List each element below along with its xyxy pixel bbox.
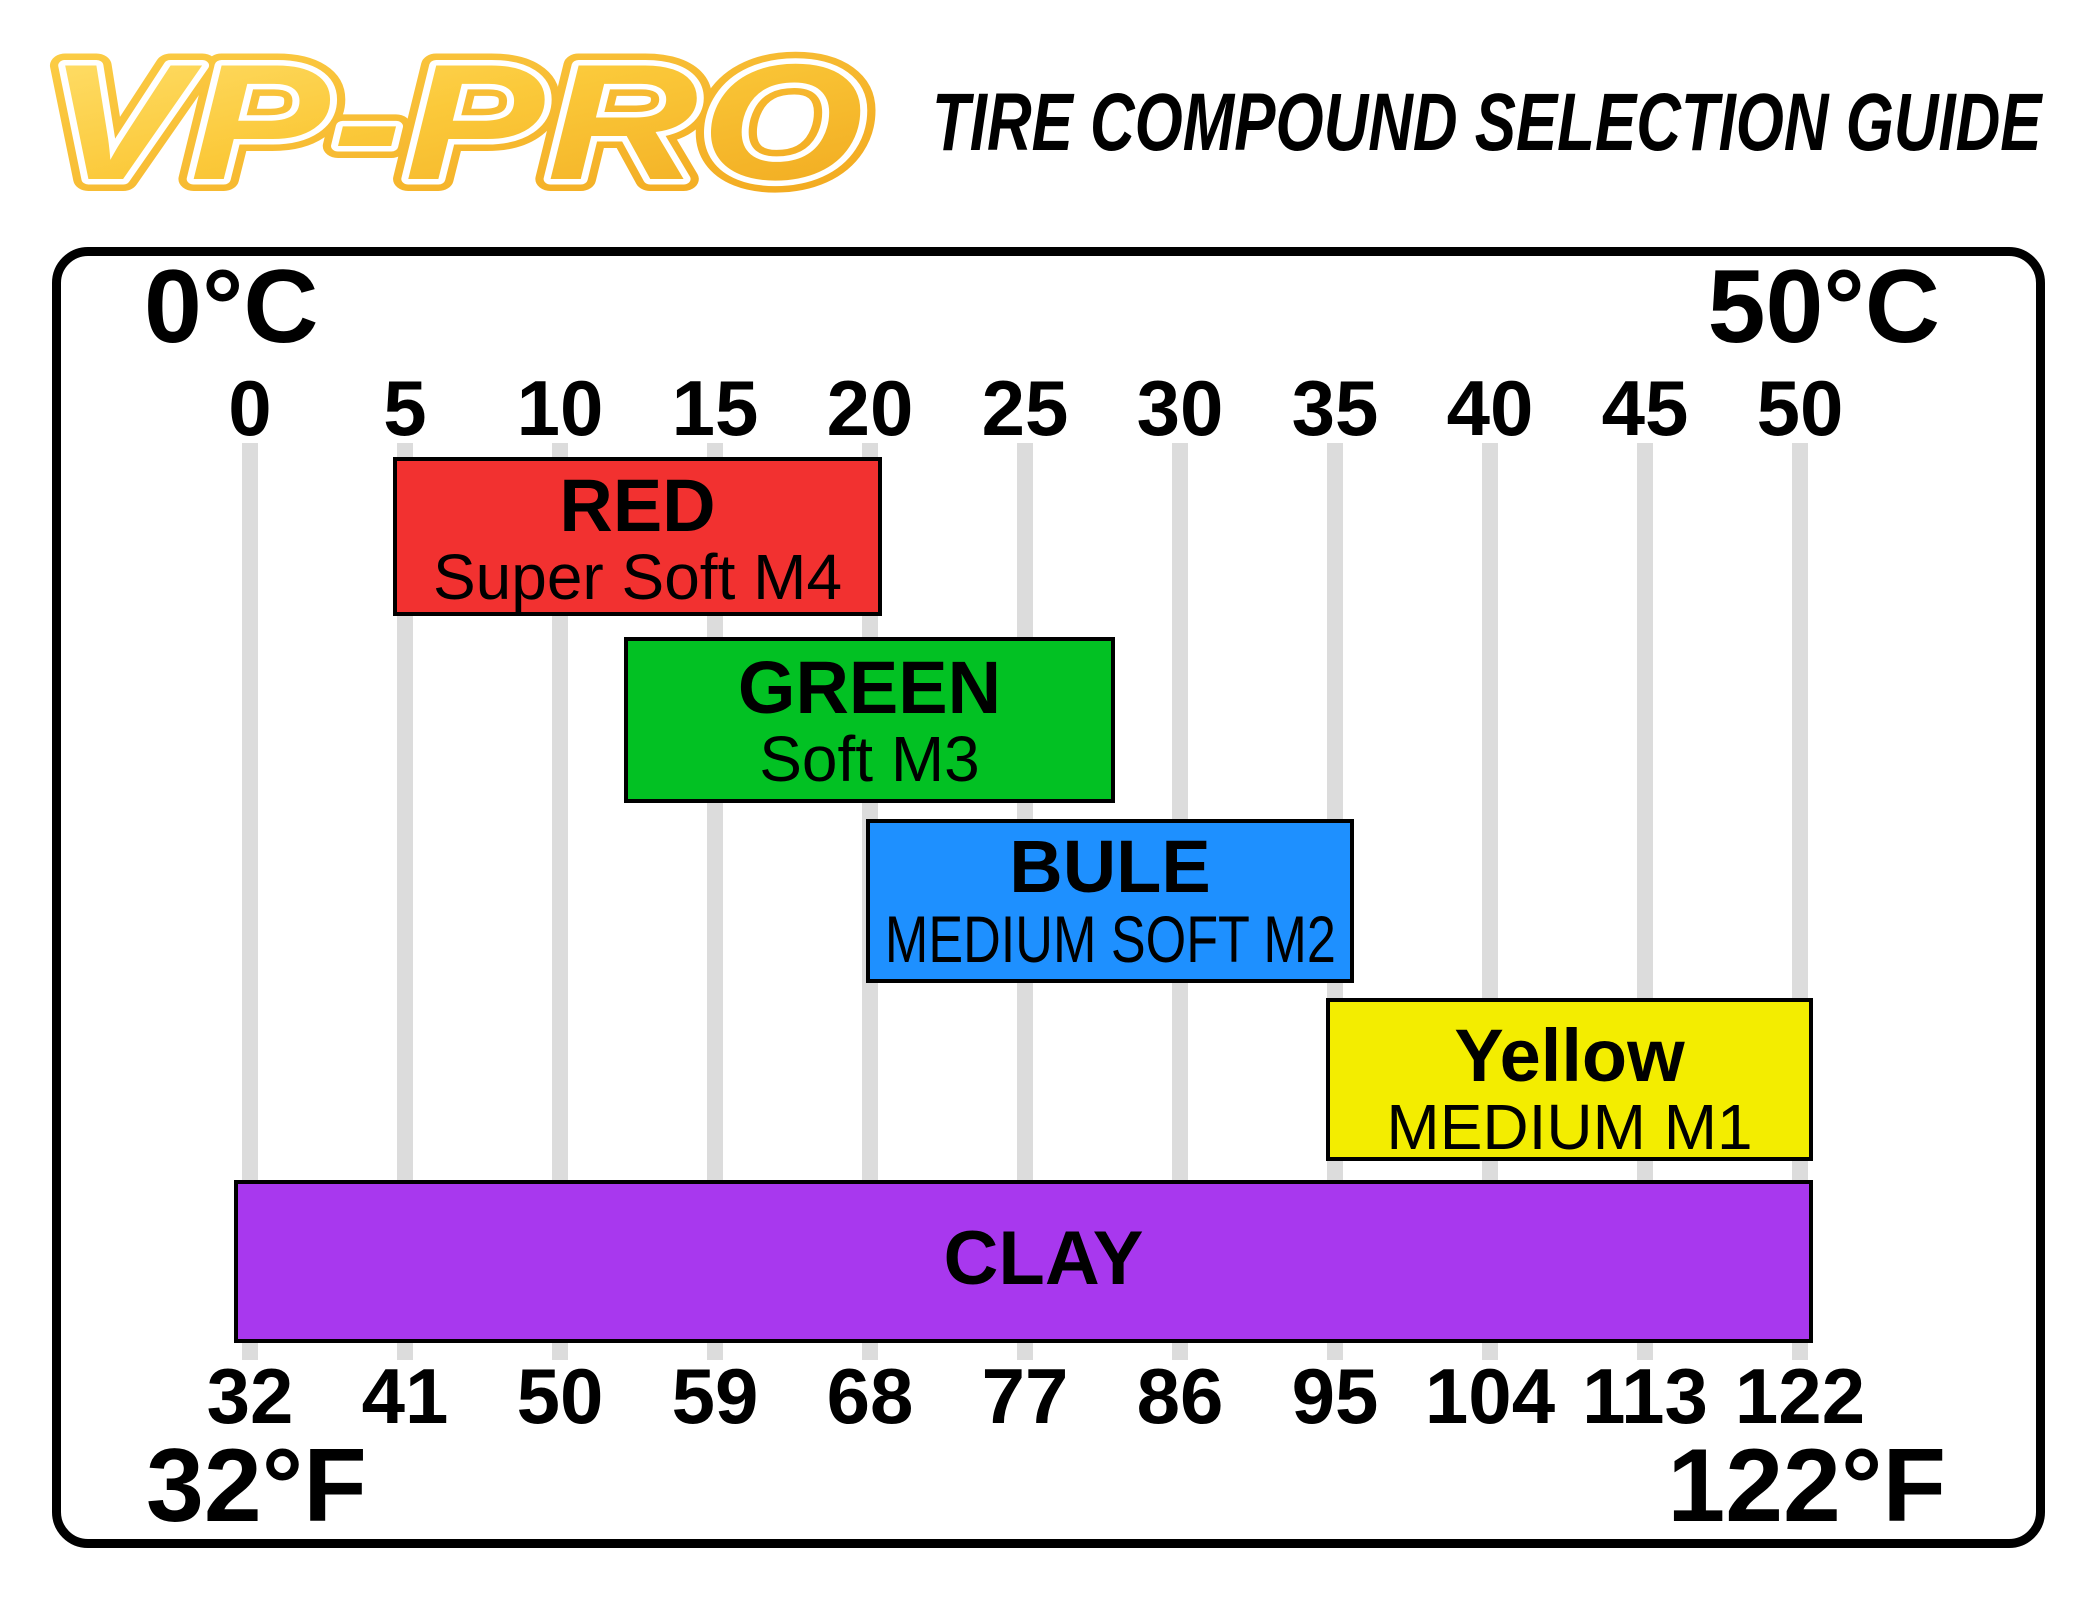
svg-text:VP-PRO: VP-PRO	[48, 29, 867, 214]
svg-text:VP-PRO: VP-PRO	[48, 29, 867, 214]
svg-text:VP-PRO: VP-PRO	[48, 29, 867, 214]
